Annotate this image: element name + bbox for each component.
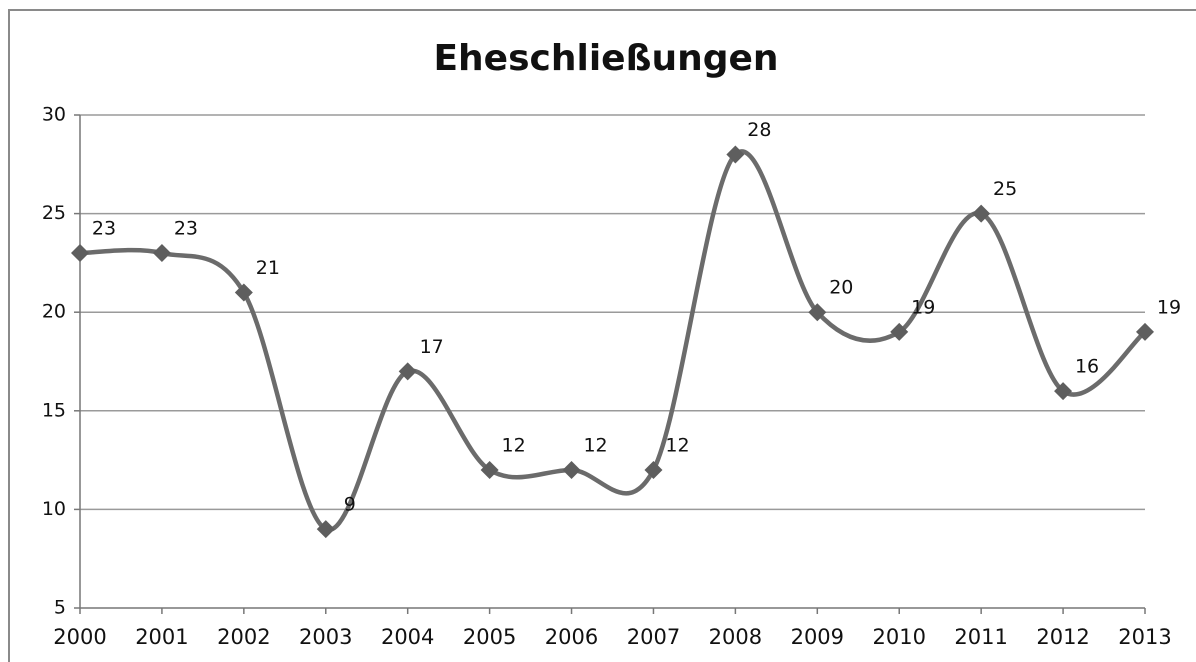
marker: [1136, 322, 1154, 341]
data-label: 25: [993, 178, 1017, 200]
data-label: 23: [92, 218, 116, 240]
y-tick-label: 25: [42, 202, 66, 224]
data-label: 16: [1075, 356, 1099, 378]
data-label: 12: [665, 434, 689, 456]
data-label: 21: [256, 257, 280, 279]
x-tick-label: 2000: [53, 625, 106, 649]
data-label: 12: [502, 434, 526, 456]
marker: [972, 204, 991, 223]
x-tick-label: 2011: [954, 625, 1007, 649]
x-tick-label: 2008: [709, 625, 762, 649]
chart-title: Eheschließungen: [433, 38, 778, 79]
data-label: 9: [344, 494, 356, 516]
y-tick-label: 10: [42, 498, 66, 520]
x-tick-label: 2007: [627, 625, 680, 649]
marker: [1054, 382, 1073, 401]
data-label: 20: [829, 277, 853, 299]
x-tick-label: 2003: [299, 625, 352, 649]
marker: [398, 362, 417, 381]
y-tick-label: 15: [42, 399, 66, 421]
y-tick-label: 30: [42, 104, 66, 126]
x-tick-label: 2005: [463, 625, 516, 649]
data-label: 17: [420, 336, 444, 358]
marker: [152, 244, 171, 263]
x-tick-label: 2004: [381, 625, 434, 649]
data-label: 19: [911, 296, 935, 318]
x-tick-label: 2001: [135, 625, 188, 649]
data-label: 12: [583, 434, 607, 456]
marker: [71, 244, 89, 263]
marker: [234, 283, 253, 302]
x-tick-label: 2013: [1118, 625, 1171, 649]
marker: [890, 322, 909, 341]
data-label: 19: [1157, 296, 1181, 318]
marker: [644, 460, 663, 479]
marker: [808, 303, 827, 322]
data-label: 23: [174, 218, 198, 240]
y-tick-label: 20: [42, 301, 66, 323]
chart-frame: [8, 9, 1196, 662]
y-tick-label: 5: [54, 597, 66, 619]
x-tick-label: 2010: [873, 625, 926, 649]
line-series: [79, 149, 1147, 532]
x-tick-label: 2012: [1036, 625, 1089, 649]
marker: [726, 145, 745, 164]
x-tick-label: 2006: [545, 625, 598, 649]
marker: [316, 520, 335, 539]
data-label: 28: [747, 119, 771, 141]
x-tick-label: 2009: [791, 625, 844, 649]
marker: [562, 460, 581, 479]
x-tick-label: 2002: [217, 625, 270, 649]
marker: [480, 460, 499, 479]
